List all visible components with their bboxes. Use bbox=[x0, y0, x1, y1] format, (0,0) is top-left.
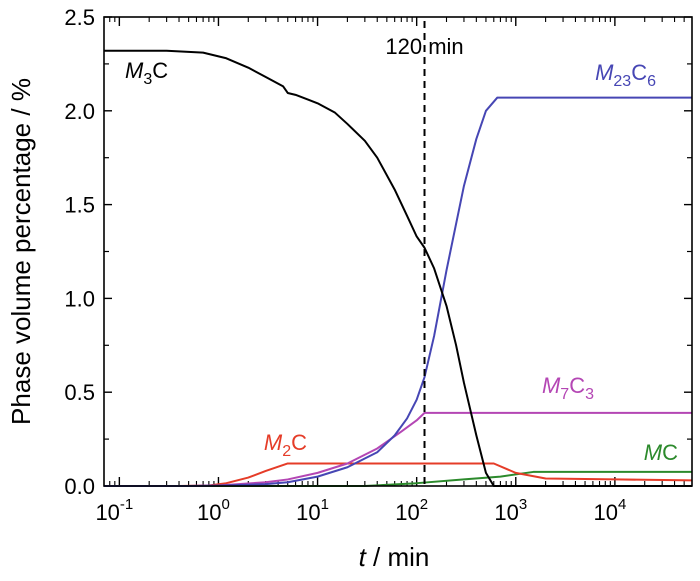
x-axis-title-symbol: t bbox=[359, 542, 368, 572]
series-line-m2c bbox=[104, 462, 693, 487]
x-axis-ticks: 10-1 100 101 102 103 104 bbox=[95, 17, 685, 525]
x-tick-label-exp: 2 bbox=[420, 496, 428, 513]
y-tick-label: 2.0 bbox=[64, 99, 95, 124]
series-label-m2c: M2C bbox=[264, 430, 307, 460]
series-label-m7c3: M7C3 bbox=[542, 373, 594, 403]
x-tick-label-exp: 4 bbox=[618, 496, 626, 513]
plot-frame bbox=[103, 16, 693, 487]
series-layer bbox=[104, 49, 693, 487]
y-tick-label: 0.0 bbox=[64, 474, 95, 499]
y-axis-title: Phase volume percentage / % bbox=[6, 78, 36, 425]
x-tick-label-exp: 0 bbox=[222, 496, 230, 513]
annotation-label: 120 min bbox=[385, 34, 463, 59]
y-tick-label: 1.5 bbox=[64, 193, 95, 218]
x-tick-label: 104 bbox=[593, 496, 626, 525]
x-tick-label-base: 10 bbox=[95, 500, 119, 525]
x-tick-label-base: 10 bbox=[296, 500, 320, 525]
x-tick-label: 103 bbox=[494, 496, 527, 525]
x-tick-label: 10-1 bbox=[95, 496, 133, 525]
series-line-m3c bbox=[104, 49, 692, 487]
x-tick-label: 100 bbox=[197, 496, 230, 525]
x-tick-label: 102 bbox=[395, 496, 428, 525]
series-line-m7c3 bbox=[104, 411, 692, 487]
series-label-mc: MC bbox=[644, 440, 678, 465]
x-axis-title: t / min bbox=[359, 542, 430, 572]
x-tick-label-base: 10 bbox=[197, 500, 221, 525]
y-axis-ticks: 0.0 0.5 1.0 1.5 2.0 2.5 bbox=[64, 5, 692, 499]
series-line-m23c6 bbox=[104, 96, 692, 487]
series-label-m3c: M3C bbox=[125, 58, 168, 88]
series-label-m23c6: M23C6 bbox=[595, 60, 656, 90]
x-tick-label-base: 10 bbox=[494, 500, 518, 525]
y-tick-label: 1.0 bbox=[64, 286, 95, 311]
x-tick-label-exp: 3 bbox=[519, 496, 527, 513]
x-axis-title-unit: / min bbox=[366, 542, 430, 572]
x-tick-label: 101 bbox=[296, 496, 329, 525]
x-tick-label-exp: 1 bbox=[321, 496, 329, 513]
x-tick-label-base: 10 bbox=[593, 500, 617, 525]
x-tick-label-exp: -1 bbox=[120, 496, 133, 513]
y-tick-label: 2.5 bbox=[64, 5, 95, 30]
y-tick-label: 0.5 bbox=[64, 380, 95, 405]
series-labels: M3C M23C6 M7C3 M2C MC bbox=[125, 58, 678, 465]
annotation-layer: 120 min bbox=[385, 21, 464, 486]
x-tick-label-base: 10 bbox=[395, 500, 419, 525]
